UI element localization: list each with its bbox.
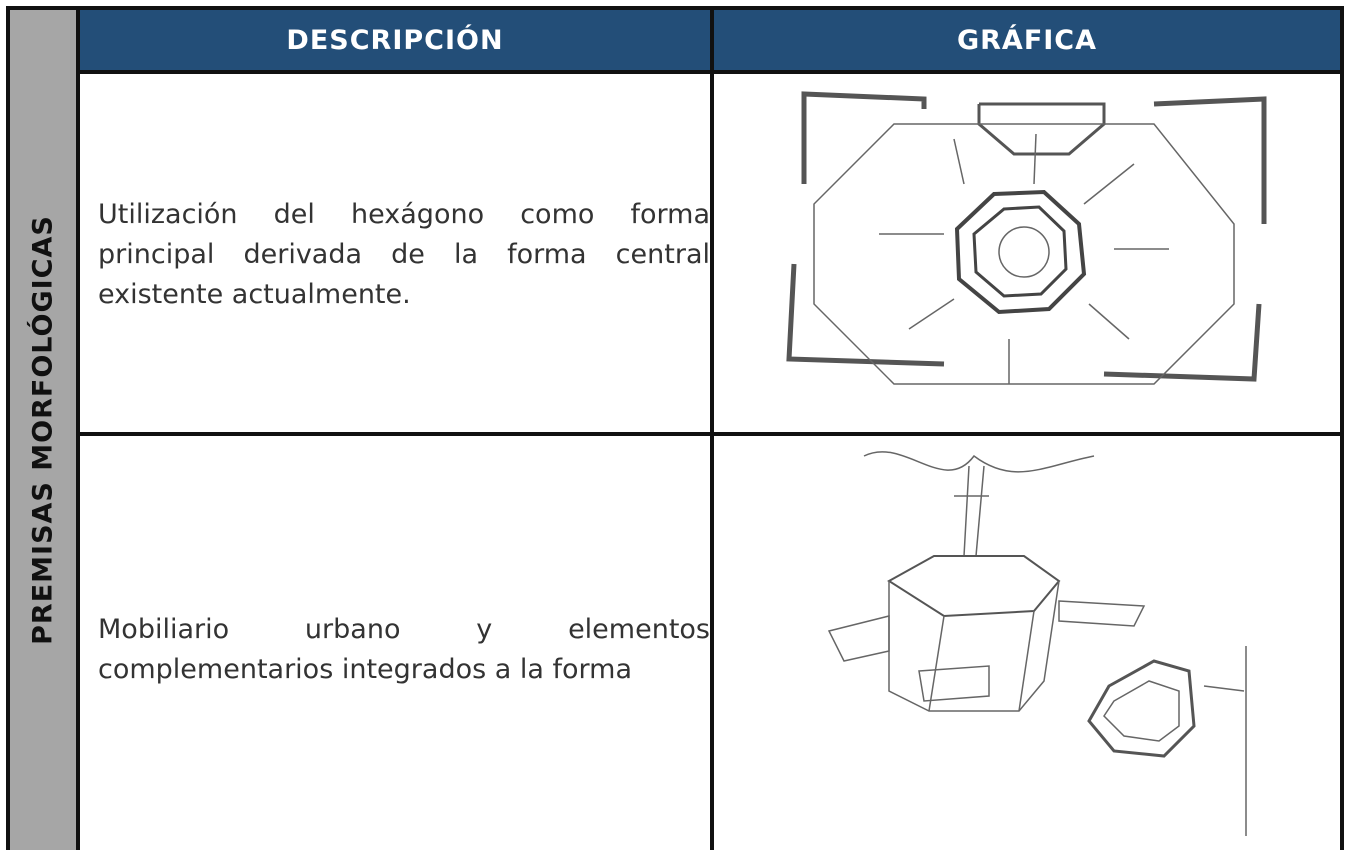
sketch-furniture — [827, 451, 1247, 836]
header-cell: GRÁFICA — [710, 6, 1344, 74]
header-cell: DESCRIPCIÓN — [76, 6, 714, 74]
table-cell — [710, 432, 1344, 850]
description: Utilización del hexágono como forma prin… — [98, 199, 710, 310]
sketch-plan — [786, 91, 1267, 385]
side-label: PREMISAS MORFOLÓGICAS — [27, 215, 59, 645]
header-text: GRÁFICA — [956, 24, 1098, 56]
description: Mobiliario urbano y elementos complement… — [98, 614, 710, 685]
header-text: DESCRIPCIÓN — [286, 24, 504, 56]
